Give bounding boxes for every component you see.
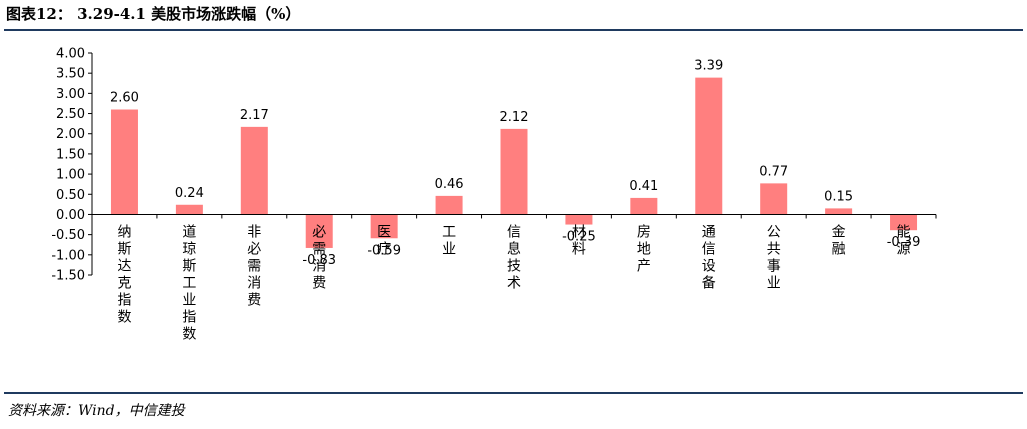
- category-labels: 纳斯达克指数 道琼斯工业指数 非必需消费 必需消费 医疗 工业 信息技术 材料 房地产 通信设备 公…: [117, 224, 910, 342]
- source-note: 资料来源：Wind，中信建投: [8, 403, 185, 419]
- bar: [370, 214, 398, 239]
- category-label: 能源: [897, 224, 911, 257]
- y-tick-label: -0.50: [51, 228, 85, 243]
- data-label: 2.17: [240, 108, 269, 123]
- bar: [500, 128, 528, 215]
- y-tick-label: 0.00: [56, 208, 85, 223]
- category-label: 工业: [442, 224, 456, 257]
- top-divider: [4, 29, 1023, 31]
- y-tick-label: -1.00: [51, 248, 85, 263]
- data-label: 0.24: [175, 186, 204, 201]
- category-label: 房地产: [637, 224, 651, 274]
- y-tick-label: 0.50: [56, 188, 85, 203]
- y-axis: 4.00 3.50 3.00 2.50 2.00 1.50 1.00 0.50 0.00 -0.5…: [51, 47, 93, 284]
- category-label: 非必需消费: [247, 224, 261, 308]
- bar: [240, 126, 268, 215]
- x-axis: [91, 213, 937, 219]
- data-label: 0.46: [435, 177, 464, 192]
- data-label: 3.39: [694, 59, 723, 74]
- y-tick-label: 1.50: [56, 147, 85, 162]
- bar: [435, 195, 463, 215]
- data-label: 2.60: [110, 91, 139, 106]
- bar: [890, 214, 918, 231]
- category-label: 金融: [832, 224, 846, 257]
- bar: [630, 197, 658, 215]
- data-label: 0.15: [824, 189, 853, 204]
- y-tick-label: 2.00: [56, 127, 85, 142]
- bottom-divider: [4, 392, 1023, 394]
- category-label: 纳斯达克指数: [117, 224, 131, 325]
- y-tick-label: 3.50: [56, 67, 85, 82]
- bars: [110, 77, 918, 248]
- category-label: 材料: [572, 224, 586, 257]
- data-label: 0.41: [629, 179, 658, 194]
- bar: [110, 109, 138, 215]
- y-tick-label: 4.00: [56, 47, 85, 62]
- data-label: 2.12: [500, 110, 529, 125]
- bar: [305, 214, 333, 248]
- data-labels: 2.60 0.24 2.17 -0.83 -0.59 0.46 2.12 -0.25 0.41 3…: [110, 59, 920, 268]
- y-tick-label: 1.00: [56, 168, 85, 183]
- category-label: 信息技术: [507, 224, 521, 291]
- data-label: -0.25: [562, 230, 596, 245]
- data-label: -0.39: [887, 235, 921, 250]
- category-label: 医疗: [377, 224, 391, 257]
- bar: [825, 208, 853, 215]
- bar: [175, 204, 203, 215]
- data-label: -0.83: [302, 253, 336, 268]
- category-label: 通信设备: [702, 224, 716, 291]
- y-tick-label: 2.50: [56, 107, 85, 122]
- category-label: 道琼斯工业指数: [182, 224, 196, 342]
- bar: [760, 183, 788, 215]
- chart-title: 图表12： 3.29-4.1 美股市场涨跌幅（%）: [6, 5, 301, 23]
- bar: [695, 77, 723, 215]
- data-label: 0.77: [759, 164, 788, 179]
- data-label: -0.59: [367, 243, 401, 258]
- y-tick-label: 3.00: [56, 87, 85, 102]
- category-label: 必需消费: [312, 224, 326, 291]
- category-label: 公共事业: [767, 224, 781, 291]
- y-tick-label: -1.50: [51, 269, 85, 284]
- bar: [565, 214, 593, 225]
